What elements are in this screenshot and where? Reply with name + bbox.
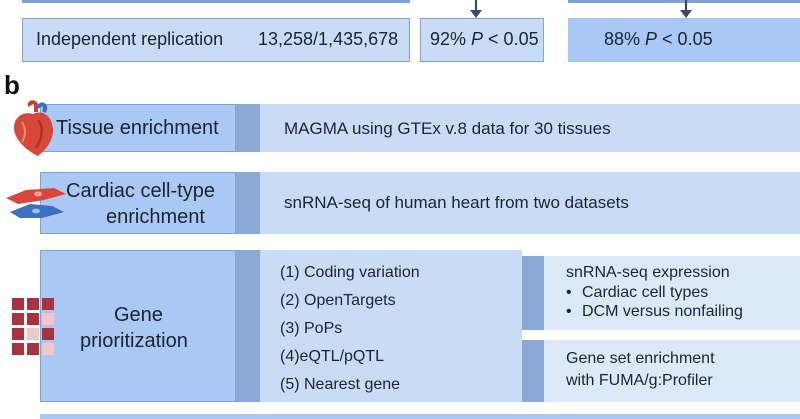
gene-prioritization-label-line2: prioritization — [80, 330, 188, 352]
panel-letter: b — [4, 70, 20, 100]
connector — [236, 104, 260, 152]
method-item: (2) OpenTargets — [280, 292, 396, 309]
gene-prioritization-label-line1: Gene — [114, 304, 163, 326]
panel-a-top-edge-left — [22, 0, 410, 3]
heatmap-grid-icon — [12, 298, 54, 355]
tissue-enrichment-box — [40, 104, 236, 152]
result-1-text: 92% P < 0.05 — [430, 29, 539, 49]
next-row-edge — [40, 414, 800, 419]
method-item: (3) PoPs — [280, 320, 343, 337]
methods-box — [260, 250, 522, 402]
connector — [236, 250, 260, 402]
geneset-box — [544, 340, 800, 402]
panel-a-top-edge-right — [568, 0, 800, 3]
cardiac-cells-icon — [6, 188, 66, 218]
expression-title: snRNA-seq expression — [566, 264, 730, 281]
method-item: (1) Coding variation — [280, 264, 420, 281]
expression-item: DCM versus nonfailing — [582, 303, 743, 320]
gene-prioritization-box — [40, 250, 236, 402]
tissue-enrichment-label: Tissue enrichment — [56, 117, 219, 139]
cardiac-detail-text: snRNA-seq of human heart from two datase… — [284, 193, 629, 212]
tissue-detail-box — [260, 104, 800, 152]
connector — [522, 340, 544, 402]
expression-item: Cardiac cell types — [582, 284, 709, 301]
expression-box — [544, 256, 800, 330]
replication-count: 13,258/1,435,678 — [258, 29, 399, 49]
geneset-line1: Gene set enrichment — [566, 350, 715, 367]
result-2-text: 88% P < 0.05 — [604, 29, 713, 49]
cardiac-cell-type-box — [40, 172, 236, 234]
method-item: (4)eQTL/pQTL — [280, 348, 385, 365]
arrow-down-icon — [680, 0, 692, 18]
tissue-detail-text: MAGMA using GTEx v.8 data for 30 tissues — [284, 119, 611, 138]
cardiac-cell-type-label-line2: enrichment — [106, 206, 205, 228]
replication-label: Independent replication — [36, 29, 224, 49]
result-box-1 — [420, 18, 544, 62]
expression-bullet: • — [566, 284, 572, 301]
expression-bullet: • — [566, 303, 572, 320]
connector — [236, 172, 260, 234]
arrow-down-icon — [470, 0, 482, 18]
replication-row — [22, 18, 410, 62]
connector — [522, 256, 544, 330]
cardiac-detail-box — [260, 172, 800, 234]
heart-icon — [13, 100, 54, 156]
result-box-2 — [568, 18, 800, 62]
method-item: (5) Nearest gene — [280, 376, 401, 393]
cardiac-cell-type-label-line1: Cardiac cell-type — [66, 180, 215, 202]
geneset-line2: with FUMA/g:Profiler — [566, 372, 713, 389]
